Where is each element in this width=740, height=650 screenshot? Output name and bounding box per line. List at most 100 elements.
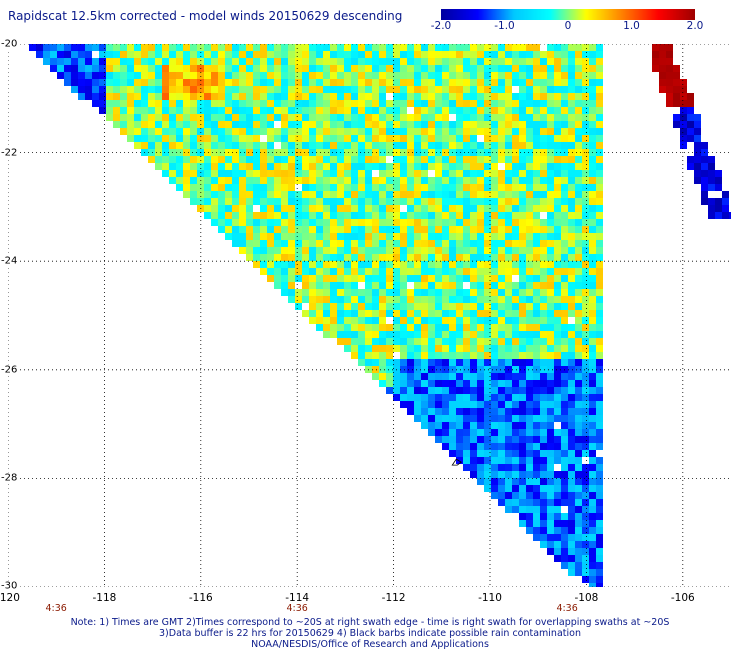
wind-cell (680, 142, 687, 149)
wind-cell (148, 44, 155, 51)
wind-cell (519, 303, 526, 310)
wind-cell (533, 471, 540, 478)
wind-cell (295, 170, 302, 177)
wind-cell (568, 387, 575, 394)
wind-cell (337, 121, 344, 128)
time-label: 4:36 (286, 603, 308, 614)
wind-cell (575, 247, 582, 254)
wind-cell (225, 114, 232, 121)
wind-cell (372, 128, 379, 135)
wind-cell (267, 233, 274, 240)
wind-cell (491, 135, 498, 142)
wind-cell (519, 226, 526, 233)
wind-cell (309, 107, 316, 114)
x-tick-label: -118 (92, 592, 117, 604)
wind-cell (267, 212, 274, 219)
wind-cell (463, 51, 470, 58)
wind-cell (491, 275, 498, 282)
wind-cell (540, 114, 547, 121)
wind-cell (463, 331, 470, 338)
wind-cell (414, 268, 421, 275)
wind-cell (491, 212, 498, 219)
wind-cell (78, 86, 85, 93)
wind-cell (582, 562, 589, 569)
wind-cell (92, 79, 99, 86)
wind-cell (386, 205, 393, 212)
wind-cell (596, 240, 603, 247)
wind-cell (344, 303, 351, 310)
wind-cell (512, 436, 519, 443)
wind-cell (393, 198, 400, 205)
wind-cell (302, 282, 309, 289)
wind-cell (449, 65, 456, 72)
wind-cell (323, 177, 330, 184)
wind-cell (428, 261, 435, 268)
wind-cell (344, 163, 351, 170)
wind-cell (99, 58, 106, 65)
wind-cell (498, 359, 505, 366)
wind-cell (540, 436, 547, 443)
wind-cell (372, 359, 379, 366)
wind-cell (470, 121, 477, 128)
wind-cell (484, 163, 491, 170)
wind-cell (589, 142, 596, 149)
wind-cell (316, 170, 323, 177)
wind-cell (505, 58, 512, 65)
wind-cell (190, 58, 197, 65)
wind-cell (589, 338, 596, 345)
wind-cell (400, 58, 407, 65)
wind-cell (435, 296, 442, 303)
wind-cell (288, 128, 295, 135)
wind-cell (519, 331, 526, 338)
wind-cell (533, 205, 540, 212)
wind-cell (386, 44, 393, 51)
wind-cell (519, 317, 526, 324)
wind-cell (449, 219, 456, 226)
wind-cell (183, 149, 190, 156)
wind-cell (281, 121, 288, 128)
wind-cell (197, 44, 204, 51)
wind-cell (708, 170, 715, 177)
wind-cell (568, 191, 575, 198)
wind-cell (414, 247, 421, 254)
wind-cell (281, 282, 288, 289)
wind-cell (253, 44, 260, 51)
wind-cell (484, 58, 491, 65)
wind-cell (330, 219, 337, 226)
wind-cell (176, 86, 183, 93)
wind-cell (484, 107, 491, 114)
wind-cell (505, 359, 512, 366)
wind-cell (498, 324, 505, 331)
wind-cell (232, 114, 239, 121)
wind-cell (169, 142, 176, 149)
wind-cell (526, 408, 533, 415)
wind-cell (596, 128, 603, 135)
wind-cell (421, 72, 428, 79)
wind-cell (204, 121, 211, 128)
wind-cell (351, 268, 358, 275)
wind-cell (316, 135, 323, 142)
wind-cell (526, 464, 533, 471)
wind-cell (512, 163, 519, 170)
wind-cell (148, 86, 155, 93)
wind-cell (393, 338, 400, 345)
wind-cell (127, 128, 134, 135)
wind-cell (428, 219, 435, 226)
wind-cell (365, 275, 372, 282)
wind-cell (498, 128, 505, 135)
wind-cell (540, 401, 547, 408)
wind-cell (414, 303, 421, 310)
wind-cell (190, 44, 197, 51)
wind-cell (351, 121, 358, 128)
wind-cell (596, 429, 603, 436)
wind-cell (330, 205, 337, 212)
wind-cell (379, 338, 386, 345)
wind-cell (547, 226, 554, 233)
wind-cell (568, 422, 575, 429)
wind-cell (463, 149, 470, 156)
wind-cell (582, 576, 589, 583)
wind-cell (512, 191, 519, 198)
wind-cell (428, 345, 435, 352)
wind-cell (267, 247, 274, 254)
wind-cell (344, 191, 351, 198)
